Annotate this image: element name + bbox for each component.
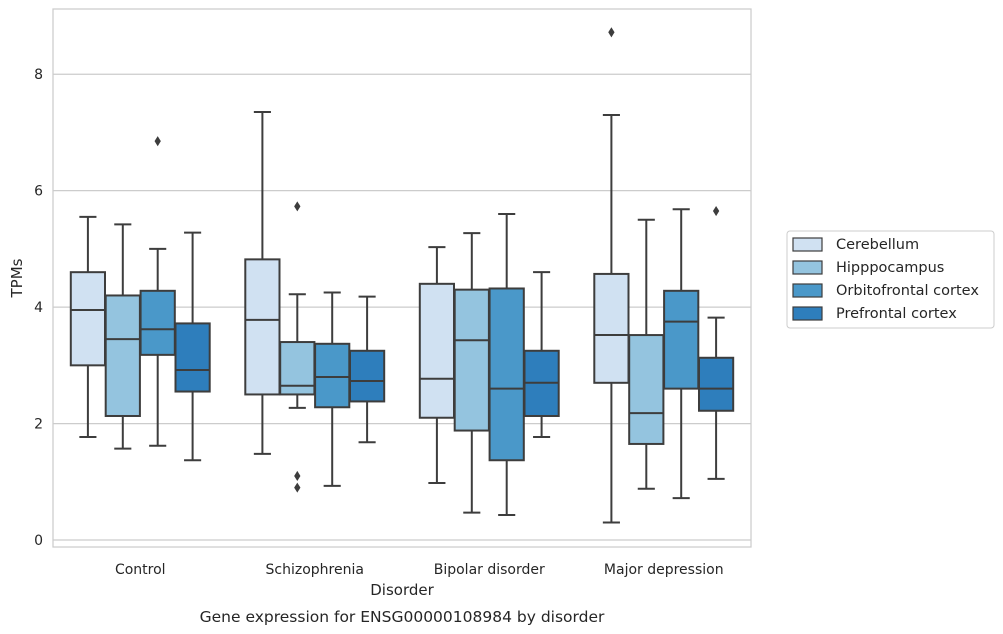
legend-swatch xyxy=(792,260,823,275)
legend-swatch xyxy=(792,306,823,321)
box xyxy=(104,294,141,417)
box-group xyxy=(69,136,211,462)
box xyxy=(628,334,665,445)
box-group xyxy=(593,27,735,524)
legend: Cerebellum Hipppocampus Orbitofrontal cort… xyxy=(786,230,995,329)
box xyxy=(453,288,490,432)
box xyxy=(69,271,107,367)
box xyxy=(348,349,386,403)
box-group xyxy=(418,212,560,516)
box xyxy=(139,289,176,356)
outlier-point xyxy=(154,136,161,147)
x-tick-label: Control xyxy=(115,562,166,578)
chart-caption: Gene expression for ENSG00000108984 by d… xyxy=(200,608,605,626)
outlier-point xyxy=(712,206,720,217)
x-axis-title: Disorder xyxy=(370,581,434,599)
legend-label: Orbitofrontal cortex xyxy=(836,283,979,299)
box xyxy=(663,289,700,390)
legend-label: Hipppocampus xyxy=(836,260,944,276)
outlier-point xyxy=(608,27,615,38)
x-tick-labels: Control Schizophrenia Bipolar disorder Majo… xyxy=(115,562,724,578)
x-tick-label: Schizophrenia xyxy=(266,562,364,578)
legend-label: Cerebellum xyxy=(836,237,919,253)
y-tick-label: 0 xyxy=(34,533,43,549)
legend-frame xyxy=(786,230,995,329)
y-tick-label: 2 xyxy=(34,417,43,433)
y-tick-label: 6 xyxy=(34,184,43,200)
box xyxy=(418,282,456,419)
plot-frame xyxy=(52,8,752,548)
outlier-point xyxy=(294,470,301,482)
outlier-point xyxy=(294,482,301,493)
y-tick-label: 4 xyxy=(34,300,43,316)
box xyxy=(314,342,351,409)
legend-label: Prefrontal cortex xyxy=(836,306,957,322)
box xyxy=(488,287,525,462)
y-tick-labels: 0 2 4 6 8 xyxy=(34,67,43,549)
box-groups xyxy=(69,27,735,524)
legend-swatch xyxy=(792,237,823,252)
outlier-point xyxy=(294,201,301,212)
box xyxy=(174,322,211,393)
legend-swatch xyxy=(792,283,823,298)
box xyxy=(593,272,630,384)
x-tick-label: Bipolar disorder xyxy=(434,562,545,578)
box xyxy=(697,356,735,412)
y-tick-label: 8 xyxy=(34,67,43,83)
y-axis-title: TPMs xyxy=(8,258,26,298)
x-tick-label: Major depression xyxy=(604,562,724,578)
box xyxy=(244,258,281,396)
box-group xyxy=(244,111,386,493)
